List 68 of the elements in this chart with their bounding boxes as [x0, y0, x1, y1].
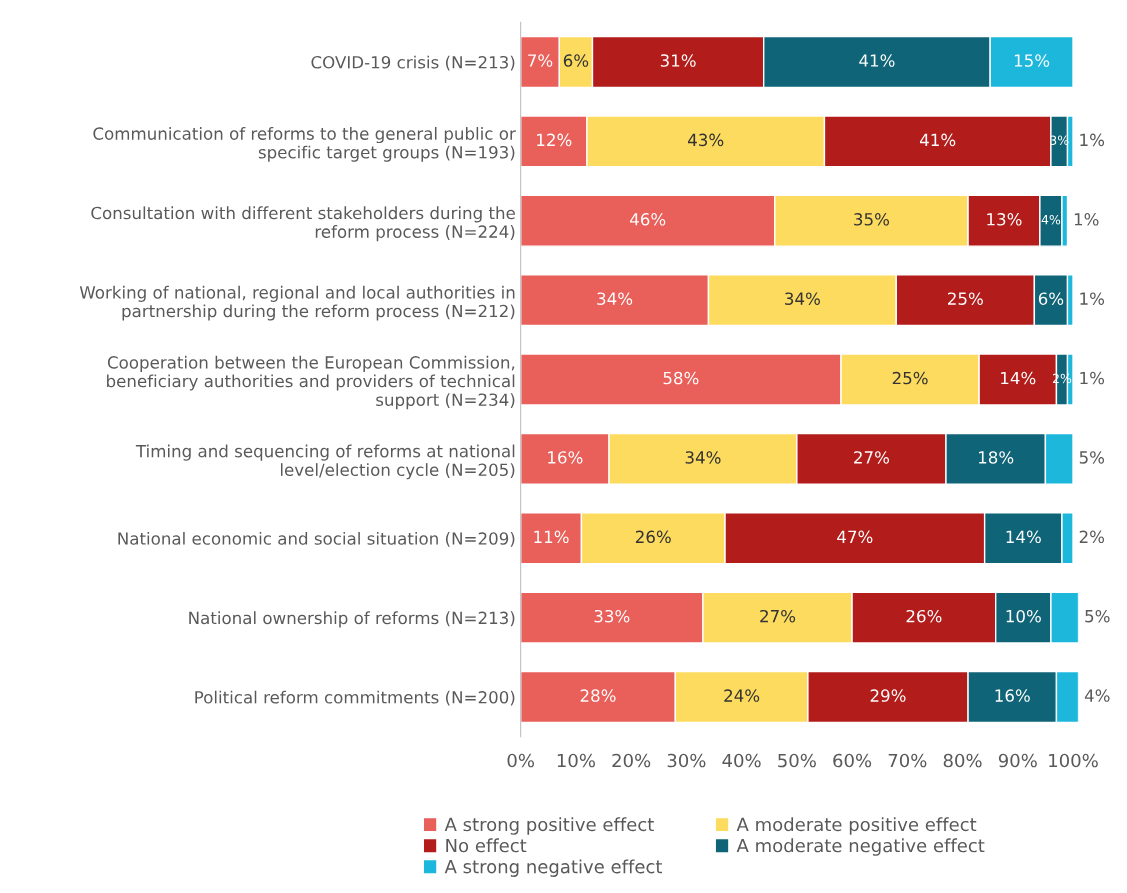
data-label: 12% — [537, 133, 572, 147]
data-label: 26% — [906, 609, 942, 623]
data-label: 16% — [995, 689, 1030, 702]
y-tick-label: COVID-19 crisis (N=213) — [311, 55, 515, 71]
data-label: 43% — [688, 133, 724, 147]
data-label: 28% — [580, 689, 616, 702]
y-tick-label: Communication of reforms to the general public or specific target groups (N=193) — [93, 126, 516, 162]
data-label: 46% — [630, 213, 666, 226]
data-label: 27% — [854, 451, 890, 464]
data-label: 5% — [1085, 609, 1110, 623]
data-label: 16% — [548, 451, 583, 464]
data-label: 58% — [663, 371, 699, 385]
data-label: 31% — [660, 54, 696, 67]
data-label: 4% — [1084, 689, 1110, 702]
data-label: 41% — [919, 133, 956, 147]
legend-label: A moderate positive effect — [736, 817, 977, 835]
data-label: 25% — [892, 371, 928, 385]
x-tick-label: 90% — [998, 753, 1037, 768]
data-label: 13% — [987, 213, 1022, 226]
y-tick-label: Working of national, regional and local authorities in partnership during the reform process (N=212) — [79, 285, 515, 321]
data-label: 24% — [724, 689, 760, 702]
data-label: 5% — [1079, 451, 1105, 464]
data-label: 14% — [1006, 530, 1041, 544]
legend-label: A strong positive effect — [444, 817, 654, 835]
y-tick-label: Cooperation between the European Commission, beneficiary authorities and providers of technical support (N=234) — [107, 355, 515, 410]
data-label: 33% — [594, 609, 630, 623]
data-label: 47% — [837, 530, 873, 544]
data-label: 18% — [979, 451, 1014, 464]
x-tick-label: 80% — [943, 753, 982, 768]
data-label: 14% — [1001, 371, 1036, 385]
data-label: 1% — [1074, 213, 1099, 226]
data-label: 15% — [1014, 54, 1050, 67]
x-tick-label: 40% — [722, 753, 761, 768]
x-tick-label: 20% — [612, 753, 651, 768]
x-tick-label: 70% — [888, 753, 927, 768]
data-label: 1% — [1080, 292, 1105, 305]
x-tick-label: 50% — [778, 753, 816, 768]
legend-label: A moderate negative effect — [736, 838, 985, 856]
data-label: 34% — [785, 292, 820, 305]
x-tick-label: 60% — [833, 753, 872, 768]
data-label: 1% — [1080, 133, 1105, 147]
data-label: 2% — [1079, 530, 1105, 544]
y-tick-label: Timing and sequencing of reforms at national level/election cycle (N=205) — [135, 444, 515, 480]
legend-label: No effect — [446, 838, 527, 853]
x-tick-label: 10% — [557, 753, 595, 768]
data-label: 26% — [635, 530, 671, 544]
data-label: 27% — [760, 609, 796, 623]
data-label: 25% — [948, 292, 983, 305]
x-tick-label: 100% — [1049, 753, 1098, 768]
data-label: 41% — [859, 54, 895, 67]
data-label: 34% — [597, 292, 633, 305]
legend-label: A strong negative effect — [444, 859, 663, 877]
y-tick-label: Political reform commitments (N=200) — [195, 690, 515, 706]
data-label: 4% — [1041, 214, 1061, 225]
data-label: 6% — [1038, 292, 1064, 305]
data-label: 6% — [563, 54, 589, 67]
x-tick-label: 0% — [507, 753, 534, 768]
y-tick-label: Consultation with different stakeholders during the reform process (N=224) — [91, 206, 515, 242]
data-label: 29% — [870, 689, 906, 702]
data-label: 1% — [1080, 371, 1105, 385]
x-tick-label: 30% — [667, 753, 706, 768]
data-label: 11% — [534, 530, 569, 544]
data-label: 34% — [685, 451, 721, 464]
data-label: 7% — [528, 54, 553, 67]
data-label: 10% — [1006, 609, 1041, 623]
y-tick-label: National economic and social situation (N=209) — [118, 531, 515, 547]
data-label: 35% — [854, 213, 890, 226]
y-tick-label: National ownership of reforms (N=213) — [189, 611, 515, 628]
